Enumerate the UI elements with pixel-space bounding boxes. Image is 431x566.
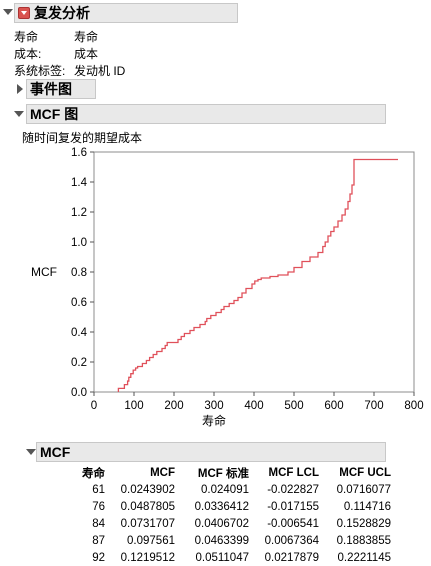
y-tick-label: 0.0: [71, 387, 87, 399]
event-plot-title: 事件图: [30, 81, 72, 97]
x-tick-label: 500: [284, 400, 303, 412]
mcf-table-header-row: 寿命 MCF MCF 标准 MCF LCL MCF UCL: [74, 464, 394, 481]
y-tick-label: 0.2: [71, 357, 87, 369]
x-tick-label: 100: [124, 400, 143, 412]
x-tick-label: 400: [244, 400, 263, 412]
table-row: 84 0.0731707 0.0406702 -0.006541 0.15288…: [74, 515, 394, 532]
mcf-plot-subtitle: 随时间复发的期望成本: [22, 131, 143, 145]
cell-mcf-lcl: -0.006541: [267, 517, 319, 530]
cell-mcf-ucl: 0.1883855: [336, 534, 391, 547]
y-tick-label: 0.8: [71, 267, 87, 279]
mcf-table-header[interactable]: MCF: [36, 442, 386, 462]
cell-life: 87: [92, 534, 105, 547]
mcf-table-title: MCF: [40, 444, 71, 460]
y-tick-label: 1.6: [71, 147, 87, 159]
info-value-2: 成本: [74, 47, 99, 61]
cell-mcf-ucl: 0.1528829: [336, 517, 391, 530]
y-tick-label: 0.6: [71, 297, 87, 309]
collapse-report-icon[interactable]: [3, 9, 13, 15]
x-tick-label: 200: [164, 400, 183, 412]
cell-mcf-std: 0.0511047: [195, 551, 249, 564]
cell-mcf-std: 0.024091: [201, 483, 249, 496]
x-tick-label: 800: [404, 400, 423, 412]
info-label-1: 寿命: [14, 30, 39, 44]
mcf-chart: 0.0 0.2 0.4 0.6 0.8 1.0 1.2 1.4 1.6 0 100 200 300 400…: [31, 147, 424, 428]
cell-mcf: 0.0243902: [120, 483, 175, 496]
report-header: 复发分析: [14, 3, 238, 23]
collapse-mcf-table-icon[interactable]: [26, 449, 36, 455]
cell-life: 76: [92, 500, 105, 513]
y-axis-label: MCF: [31, 265, 57, 279]
cell-life: 61: [92, 483, 105, 496]
cell-mcf-std: 0.0336412: [194, 500, 249, 513]
x-tick-label: 0: [91, 400, 97, 412]
event-plot-header[interactable]: 事件图: [26, 79, 96, 99]
info-label-3: 系统标签:: [14, 64, 66, 78]
x-tick-label: 300: [204, 400, 223, 412]
y-tick-label: 1.4: [71, 177, 88, 189]
x-tick-label: 700: [364, 400, 383, 412]
cell-mcf: 0.0731707: [120, 517, 175, 530]
col-header-mcf[interactable]: MCF: [150, 466, 175, 479]
y-tick-label: 1.0: [71, 237, 87, 249]
info-value-1: 寿命: [74, 30, 99, 44]
table-row: 87 0.097561 0.0463399 0.0067364 0.188385…: [74, 532, 394, 549]
cell-mcf-lcl: 0.0217879: [264, 551, 319, 564]
info-label-2: 成本:: [14, 47, 42, 61]
col-header-life[interactable]: 寿命: [82, 467, 105, 480]
cell-mcf-std: 0.0406702: [194, 517, 249, 530]
info-value-3: 发动机 ID: [74, 64, 126, 78]
cell-mcf: 0.0487805: [120, 500, 175, 513]
col-header-mcf-std[interactable]: MCF 标准: [197, 467, 249, 480]
cell-mcf-std: 0.0463399: [194, 534, 249, 547]
mcf-plot-title: MCF 图: [30, 106, 79, 122]
y-tick-label: 1.2: [71, 207, 87, 219]
x-axis-label: 寿命: [202, 413, 226, 428]
report-menu-icon[interactable]: [18, 7, 30, 19]
table-row: 61 0.0243902 0.024091 -0.022827 0.071607…: [74, 481, 394, 498]
expand-event-plot-icon[interactable]: [17, 84, 23, 94]
cell-life: 92: [92, 551, 105, 564]
col-header-mcf-lcl[interactable]: MCF LCL: [268, 466, 319, 479]
table-row: 76 0.0487805 0.0336412 -0.017155 0.11471…: [74, 498, 394, 515]
cell-life: 84: [92, 517, 105, 530]
collapse-mcf-plot-icon[interactable]: [14, 111, 24, 117]
mcf-plot-header[interactable]: MCF 图: [26, 104, 386, 124]
table-row: 92 0.1219512 0.0511047 0.0217879 0.22211…: [74, 549, 394, 566]
cell-mcf-lcl: -0.017155: [267, 500, 319, 513]
cell-mcf: 0.097561: [127, 534, 175, 547]
mcf-table: 寿命 MCF MCF 标准 MCF LCL MCF UCL 61 0.02439…: [74, 464, 394, 566]
x-tick-label: 600: [324, 400, 343, 412]
col-header-mcf-ucl[interactable]: MCF UCL: [339, 466, 391, 479]
cell-mcf-lcl: 0.0067364: [264, 534, 319, 547]
plot-frame: [93, 151, 415, 393]
y-tick-label: 0.4: [71, 327, 88, 339]
cell-mcf-ucl: 0.114716: [343, 500, 391, 513]
report-title: 复发分析: [34, 5, 90, 21]
cell-mcf-ucl: 0.2221145: [337, 551, 391, 564]
cell-mcf-ucl: 0.0716077: [336, 483, 391, 496]
cell-mcf: 0.1219512: [120, 551, 175, 564]
mcf-step-line: [117, 158, 398, 392]
cell-mcf-lcl: -0.022827: [267, 483, 319, 496]
